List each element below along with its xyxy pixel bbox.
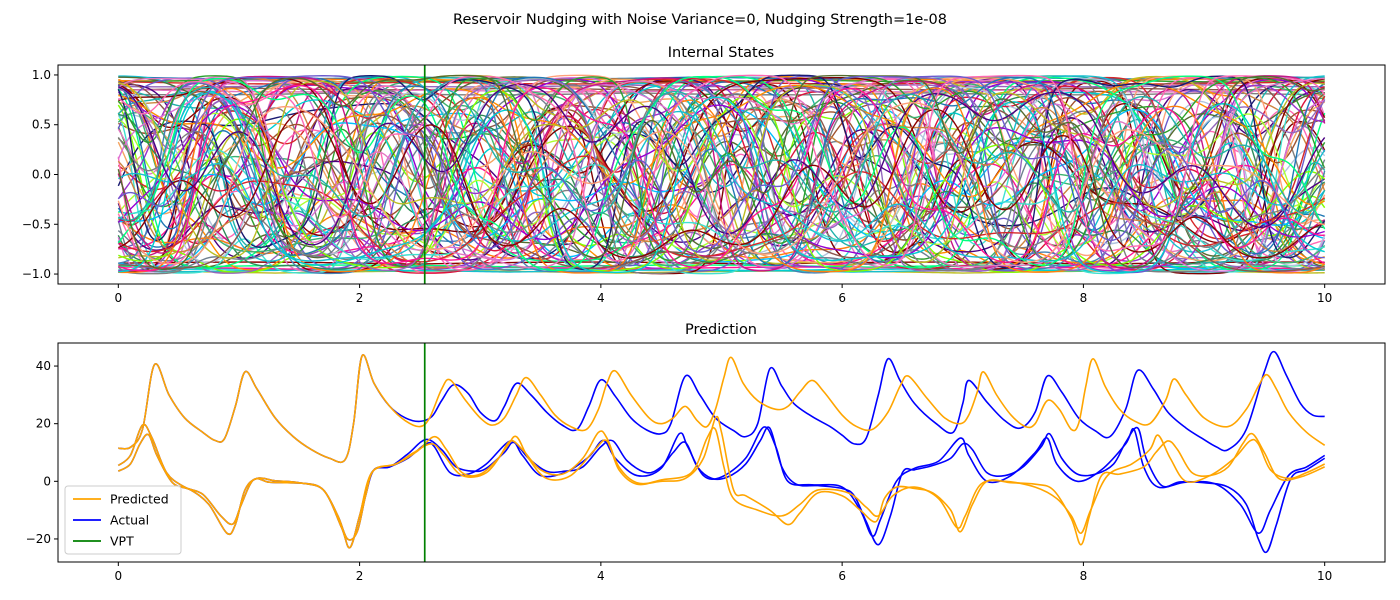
internal-state-line	[117, 76, 1326, 260]
internal-states-xtick-label: 4	[597, 291, 605, 305]
internal-states-ytick-label: 0.0	[32, 168, 51, 182]
internal-state-line	[118, 149, 1325, 262]
internal-state-line	[117, 103, 1325, 270]
internal-state-line	[117, 105, 1326, 253]
series-predicted-x	[117, 415, 1325, 546]
internal-state-line	[117, 90, 1326, 260]
internal-states-axes: Internal States 0 2 4 6 8 10 −1.0 −0.5 0.0 0.5 1.…	[22, 45, 1386, 305]
series-predicted-y	[117, 426, 1326, 549]
internal-state-line	[118, 84, 1325, 272]
internal-states-xtick-label: 8	[1080, 291, 1088, 305]
internal-state-line	[117, 80, 1325, 260]
prediction-frame	[57, 342, 1386, 563]
internal-states-ytick-label: −1.0	[22, 267, 51, 281]
prediction-xtick-label: 4	[597, 569, 605, 583]
prediction-ytick-label: 20	[36, 417, 51, 431]
internal-states-y-axis: −1.0 −0.5 0.0 0.5 1.0	[22, 68, 58, 281]
series-predicted-z	[118, 354, 1326, 464]
internal-state-line	[117, 77, 1325, 271]
internal-states-xtick-label: 0	[114, 291, 122, 305]
series-actual-z	[118, 350, 1325, 464]
prediction-ytick-label: −20	[26, 532, 51, 546]
internal-state-line	[118, 76, 1326, 272]
internal-state-line	[117, 75, 1326, 272]
internal-state-line	[117, 80, 1325, 272]
legend-label-predicted: Predicted	[110, 492, 169, 507]
prediction-title: Prediction	[685, 322, 757, 338]
prediction-xtick-label: 10	[1317, 569, 1332, 583]
internal-state-line	[118, 113, 1326, 270]
prediction-axes: Prediction 0 2 4 6 8 10 −20 0 20 40 Predicted Ac…	[26, 322, 1386, 583]
prediction-x-axis: 0 2 4 6 8 10	[114, 562, 1332, 583]
internal-state-line	[117, 74, 1325, 270]
prediction-legend: Predicted Actual VPT	[64, 485, 182, 555]
legend-box	[64, 485, 182, 555]
internal-state-line	[117, 88, 1326, 257]
internal-states-x-axis: 0 2 4 6 8 10	[114, 284, 1332, 305]
prediction-y-axis: −20 0 20 40	[26, 359, 58, 546]
internal-states-series-group	[117, 74, 1326, 275]
internal-state-line	[117, 75, 1325, 259]
internal-state-line	[117, 104, 1326, 268]
internal-states-ytick-label: 0.5	[32, 118, 51, 132]
internal-state-line	[118, 92, 1325, 274]
internal-states-title: Internal States	[668, 45, 774, 61]
internal-state-line	[117, 74, 1326, 270]
internal-states-xtick-label: 6	[838, 291, 846, 305]
internal-state-line	[118, 75, 1325, 262]
prediction-xtick-label: 2	[356, 569, 364, 583]
internal-state-line	[117, 83, 1326, 246]
internal-states-xtick-label: 10	[1317, 291, 1332, 305]
internal-state-line	[117, 83, 1325, 272]
legend-label-vpt: VPT	[110, 534, 134, 549]
internal-states-ytick-label: −0.5	[22, 217, 51, 231]
internal-states-ytick-label: 1.0	[32, 68, 51, 82]
internal-state-line	[117, 102, 1325, 265]
series-actual-x	[117, 423, 1326, 554]
prediction-ytick-label: 0	[43, 474, 51, 488]
prediction-xtick-label: 8	[1080, 569, 1088, 583]
internal-state-line	[117, 75, 1326, 272]
prediction-xtick-label: 0	[114, 569, 122, 583]
prediction-series-group	[117, 350, 1326, 554]
prediction-xtick-label: 6	[838, 569, 846, 583]
internal-state-line	[117, 74, 1326, 266]
figure-suptitle: Reservoir Nudging with Noise Variance=0,…	[453, 12, 947, 28]
legend-label-actual: Actual	[110, 513, 149, 528]
prediction-ytick-label: 40	[36, 359, 51, 373]
series-actual-y	[117, 426, 1326, 549]
internal-state-line	[117, 110, 1326, 262]
internal-states-xtick-label: 2	[356, 291, 364, 305]
